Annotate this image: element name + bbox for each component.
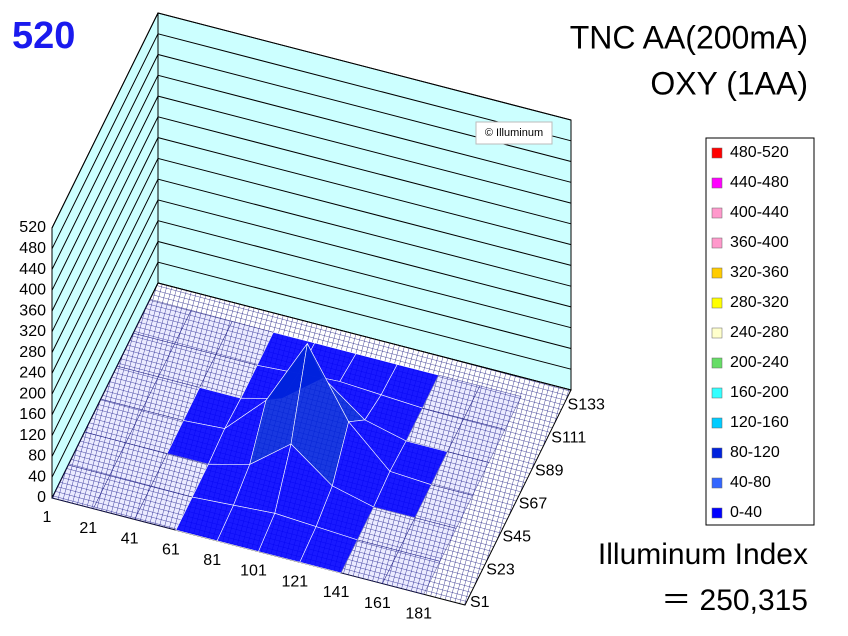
z-tick-label: 200 [19,385,46,402]
legend-swatch [711,417,723,429]
legend-swatch [711,207,723,219]
z-tick-label: 320 [19,323,46,340]
x-tick-label: 141 [323,584,350,601]
surface-cell [382,550,441,595]
chart-title: TNC AA(200mA) [570,19,808,55]
grid-line [51,199,572,416]
chart-subtitle: OXY (1AA) [650,65,808,101]
legend-swatch [711,357,723,369]
x-tick-label: 101 [240,563,267,580]
legend-swatch [711,477,723,489]
legend-swatch [711,447,723,459]
grid-line [51,33,572,250]
x-tick-label: 21 [79,520,97,537]
legend-swatch [711,387,723,399]
series-label: S111 [551,429,586,446]
grid-line [51,95,572,312]
x-tick-label: 161 [364,595,391,612]
x-tick-label: 61 [162,541,180,558]
legend-label: 120-160 [730,414,789,431]
z-tick-label: 360 [19,302,46,319]
z-tick-label: 160 [19,406,46,423]
legend-label: 80-120 [730,444,780,461]
legend-swatch [711,297,723,309]
x-tick-label: 41 [121,531,139,548]
series-label: S133 [568,396,605,413]
grid-line [51,12,572,229]
series-label: S45 [503,528,532,545]
series-label: S67 [519,495,548,512]
z-tick-label: 400 [19,282,46,299]
legend-swatch [711,237,723,249]
grid-line [51,220,572,436]
index-title: Illuminum Index [598,538,808,571]
series-label: S1 [470,594,490,611]
legend-label: 320-360 [730,264,789,281]
legend-box [705,137,815,526]
grid-line [51,261,572,478]
plot-area [51,12,572,606]
legend-label: 160-200 [730,384,789,401]
legend-label: 240-280 [730,324,789,341]
watermark: © Illuminum [485,127,543,139]
z-tick-label: 80 [28,448,46,465]
legend-label: 440-480 [730,174,789,191]
legend-label: 480-520 [730,144,789,161]
legend-label: 40-80 [730,474,771,491]
grid-line [51,240,572,457]
z-tick-label: 480 [19,240,46,257]
z-tick-label: 240 [19,365,46,382]
z-tick-label: 280 [19,344,46,361]
corner-label: 520 [12,15,75,57]
index-value: ＝ 250,315 [661,584,808,617]
series-label: S89 [535,462,564,479]
x-tick-label: 81 [203,552,221,569]
z-tick-label: 120 [19,427,46,444]
legend-label: 280-320 [730,294,789,311]
z-tick-label: 0 [37,489,46,506]
z-tick-label: 40 [28,468,46,485]
x-tick-label: 121 [281,573,308,590]
grid-line [51,53,572,270]
grid-line [51,178,572,395]
watermark-box [475,121,553,145]
legend-swatch [711,267,723,279]
grid-line [51,74,572,291]
grid-line [51,157,572,374]
z-tick-label: 520 [19,219,46,236]
legend-swatch [711,177,723,189]
legend-swatch [711,147,723,159]
series-label: S23 [486,561,515,578]
legend-label: 400-440 [730,204,789,221]
z-tick-label: 440 [19,261,46,278]
legend-label: 360-400 [730,234,789,251]
legend-swatch [711,327,723,339]
x-tick-label: 181 [405,606,432,623]
grid-line [51,137,572,353]
grid-line [51,116,572,333]
legend-label: 200-240 [730,354,789,371]
legend-swatch [711,507,723,519]
x-tick-label: 1 [43,509,52,526]
legend-label: 0-40 [730,504,762,521]
